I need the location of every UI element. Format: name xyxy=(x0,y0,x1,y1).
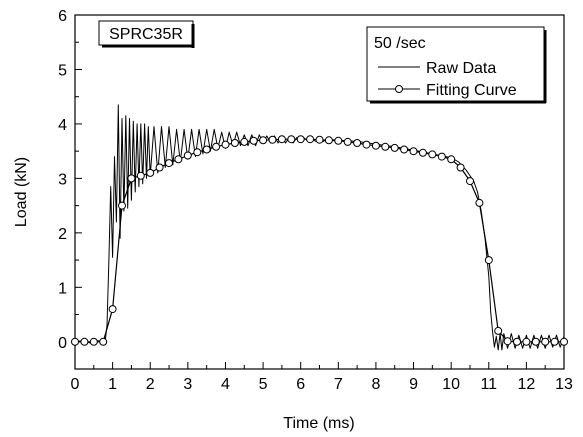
x-tick-label: 12 xyxy=(517,376,535,393)
fitting-curve-point xyxy=(240,137,249,146)
fitting-curve-point xyxy=(202,145,211,154)
fitting-curve-point xyxy=(484,256,493,265)
legend: 50 /sec Raw Data Fitting Curve xyxy=(366,26,547,104)
legend-header: 50 /sec xyxy=(374,35,426,52)
y-tick-label: 0 xyxy=(58,335,67,352)
fitting-curve-point xyxy=(221,140,230,149)
fitting-curve-point xyxy=(249,136,258,145)
x-tick-label: 2 xyxy=(146,376,155,393)
fitting-curve-point xyxy=(118,201,126,210)
legend-fit-label: Fitting Curve xyxy=(426,82,517,99)
fitting-curve-point xyxy=(522,337,531,346)
fitting-curve-point xyxy=(193,148,202,157)
fitting-curve-point xyxy=(174,155,183,164)
x-tick-label: 0 xyxy=(71,376,80,393)
y-tick-label: 6 xyxy=(58,8,67,25)
fitting-curve-point xyxy=(418,148,427,157)
fitting-curve-point xyxy=(353,139,362,147)
fitting-curve-point xyxy=(259,136,268,145)
fitting-curve-point xyxy=(381,142,390,151)
x-axis-title: Time (ms) xyxy=(283,415,354,432)
y-tick-label: 4 xyxy=(58,117,67,134)
fitting-curve-point xyxy=(155,163,164,172)
x-tick-label: 7 xyxy=(334,376,343,393)
y-axis-title: Load (kN) xyxy=(13,157,30,227)
specimen-label: SPRC35R xyxy=(109,26,183,43)
fitting-curve-point xyxy=(165,159,173,168)
fitting-curve-point xyxy=(287,135,296,144)
x-tick-label: 3 xyxy=(183,376,192,393)
legend-raw-label: Raw Data xyxy=(426,60,496,77)
fitting-curve-point xyxy=(99,337,108,346)
fitting-curve-point xyxy=(437,152,446,161)
x-tick-label: 10 xyxy=(442,376,460,393)
fitting-curve-point xyxy=(531,337,540,346)
fitting-curve-point xyxy=(494,326,503,335)
fitting-curve-point xyxy=(475,198,484,207)
x-tick-label: 8 xyxy=(371,376,380,393)
fitting-curve-point xyxy=(541,337,550,346)
fitting-curve-point xyxy=(146,168,155,177)
fitting-curve-point xyxy=(296,135,305,144)
fitting-curve-point xyxy=(230,139,239,147)
x-tick-label: 9 xyxy=(409,376,418,393)
fitting-curve-point xyxy=(183,151,192,160)
fitting-curve-point xyxy=(89,337,98,346)
fitting-curve-point xyxy=(466,177,474,186)
legend-fit-marker xyxy=(395,85,403,93)
y-tick-label: 3 xyxy=(58,171,67,188)
series-layer xyxy=(71,104,568,351)
y-axis-ticks: 0 1 2 3 4 5 6 xyxy=(58,8,82,370)
fitting-curve-point xyxy=(400,145,409,154)
fitting-curve-point xyxy=(560,337,568,346)
fitting-curve-point xyxy=(343,137,352,146)
fitting-curve-point xyxy=(108,305,117,314)
fitting-curve-point xyxy=(71,337,79,346)
x-tick-label: 11 xyxy=(480,376,497,393)
fitting-curve-point xyxy=(212,142,221,151)
x-tick-label: 6 xyxy=(296,376,305,393)
x-tick-label: 1 xyxy=(108,376,117,393)
fitting-curve-point xyxy=(456,163,465,172)
fitting-curve-point xyxy=(371,141,380,150)
fitting-curve-point xyxy=(80,337,89,346)
fitting-curve-point xyxy=(324,136,333,145)
fitting-curve-point xyxy=(513,337,521,346)
fitting-curve-point xyxy=(306,135,315,144)
x-tick-label: 4 xyxy=(221,376,230,393)
specimen-label-box: SPRC35R xyxy=(98,20,195,48)
y-tick-label: 1 xyxy=(58,280,67,297)
x-tick-label: 5 xyxy=(259,376,268,393)
fitting-curve-point xyxy=(136,171,145,180)
fitting-curve-point xyxy=(277,135,286,144)
fitting-curve-point xyxy=(268,135,277,144)
fitting-curve-point xyxy=(127,174,136,183)
fitting-curve-point xyxy=(428,150,437,159)
fitting-curve-point xyxy=(447,155,456,164)
fitting-curve-point xyxy=(550,337,559,346)
y-tick-label: 5 xyxy=(58,62,67,79)
fitting-curve-point xyxy=(503,337,512,346)
fitting-curve-point xyxy=(390,143,399,152)
x-tick-label: 13 xyxy=(555,376,573,393)
fitting-curve-point xyxy=(362,140,371,149)
fitting-curve-point xyxy=(334,136,343,145)
y-tick-label: 2 xyxy=(58,226,67,243)
fitting-curve-point xyxy=(409,147,418,156)
x-axis-ticks: 0 1 2 3 4 5 6 7 8 9 10 11 12 13 xyxy=(71,362,573,393)
fitting-curve-point xyxy=(315,135,324,144)
